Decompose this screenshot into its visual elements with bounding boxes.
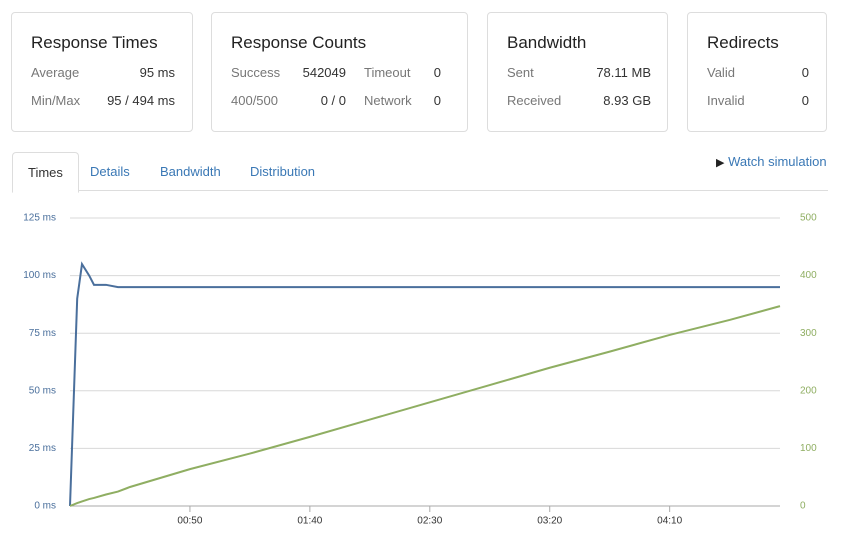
y-tick-label: 100 ms: [23, 270, 56, 281]
stat-value: 0: [433, 93, 441, 108]
x-tick-label: 00:50: [177, 516, 202, 527]
stat-card: Redirects Valid 0 Invalid 0: [687, 12, 827, 132]
stat-label: Received: [507, 93, 562, 108]
stat-label: Average: [31, 65, 80, 80]
x-tick-label: 02:30: [417, 516, 442, 527]
x-tick-label: 01:40: [297, 516, 322, 527]
play-icon: ▶: [716, 157, 725, 169]
tab-divider: [12, 190, 828, 191]
stat-value: 95 / 494 ms: [107, 93, 175, 108]
x-tick-label: 04:10: [657, 516, 682, 527]
stat-label: 400/500: [231, 93, 278, 108]
y-tick-label: 50 ms: [29, 385, 56, 396]
stat-label: Invalid: [707, 93, 745, 108]
tab[interactable]: Details: [90, 164, 130, 179]
watch-simulation-link[interactable]: ▶ Watch simulation: [716, 154, 827, 169]
card-title: Bandwidth: [507, 33, 587, 52]
stat-label: Min/Max: [31, 93, 81, 108]
stat-label: Valid: [707, 65, 735, 80]
x-tick-label: 03:20: [537, 516, 562, 527]
stat-value: 0: [433, 65, 441, 80]
stat-value: 0: [801, 93, 809, 108]
stat-value: 0 / 0: [320, 93, 346, 108]
stat-card: Bandwidth Sent 78.11 MB Received 8.93 GB: [487, 12, 668, 132]
tab[interactable]: Times: [12, 152, 79, 193]
y2-tick-label: 100: [800, 443, 817, 454]
series-line: [69, 305, 781, 507]
stat-card: Response Times Average 95 ms Min/Max 95 / 49…: [11, 12, 193, 132]
y2-tick-label: 0: [800, 501, 806, 512]
stat-label: Network: [364, 93, 412, 108]
stat-label: Sent: [507, 65, 534, 80]
card-title: Redirects: [707, 33, 779, 52]
stat-value: 542049: [302, 65, 346, 80]
tab[interactable]: Bandwidth: [160, 164, 221, 179]
stat-value: 8.93 GB: [603, 93, 651, 108]
watch-simulation-text[interactable]: Watch simulation: [728, 154, 827, 169]
tab[interactable]: Distribution: [250, 164, 316, 179]
stat-card: Response Counts Success 542049 Timeout 0 400/…: [211, 12, 468, 132]
stat-value: 0: [801, 65, 809, 80]
y2-tick-label: 400: [800, 270, 817, 281]
card-title: Response Times: [31, 33, 158, 52]
y-tick-label: 125 ms: [23, 213, 56, 224]
y2-tick-label: 300: [800, 328, 817, 339]
stat-label: Success: [231, 65, 281, 80]
series-line: [69, 261, 780, 507]
y2-tick-label: 200: [800, 385, 817, 396]
card-title: Response Counts: [231, 33, 367, 52]
stat-value: 78.11 MB: [596, 65, 651, 80]
stat-label: Timeout: [364, 65, 411, 80]
y-tick-label: 75 ms: [29, 328, 56, 339]
y-tick-label: 25 ms: [29, 443, 56, 454]
y-tick-label: 0 ms: [34, 501, 56, 512]
y2-tick-label: 500: [800, 213, 817, 224]
stat-value: 95 ms: [139, 65, 175, 80]
